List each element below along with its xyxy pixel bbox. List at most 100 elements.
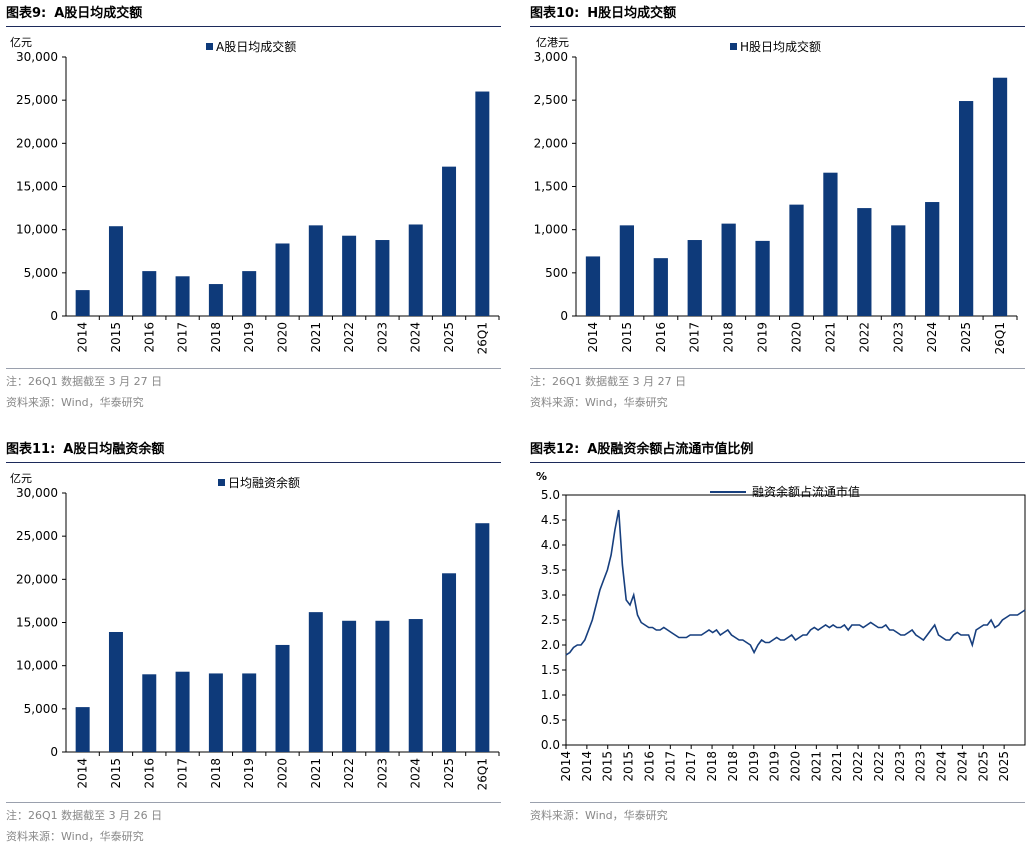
legend-label: 融资余额占流通市值: [752, 484, 860, 499]
bar: [687, 240, 702, 316]
bar: [619, 225, 635, 316]
chart-panel-a-margin: 图表11: A股日均融资余额 亿元 0 5,000 10,000 15,000 20,00…: [6, 440, 501, 845]
bar: [408, 224, 423, 316]
y-tick-label: 0.5: [541, 713, 560, 727]
bar: [891, 225, 906, 316]
y-tick-label: 2,000: [534, 136, 568, 150]
x-tick-label: 2014: [580, 751, 594, 782]
bar: [308, 612, 323, 752]
bar: [375, 620, 390, 752]
figure-title: A股日均成交额: [54, 6, 143, 21]
line-chart: 0.0 0.5 1.0 1.5 2.0 2.5 3.0 3.5 4.0 4.5 5.0 2014 201…: [541, 484, 1026, 782]
y-tick-label: 0: [560, 309, 568, 323]
panel-title: 图表12: A股融资余额占流通市值比例: [530, 440, 1025, 463]
bar-chart: 0 5,000 10,000 15,000 20,000 25,000 30,000 2014…: [16, 475, 500, 790]
x-tick-label: 2018: [209, 758, 223, 789]
bar: [242, 673, 257, 752]
x-tick-label: 2022: [342, 758, 356, 789]
x-tick-label: 2015: [620, 322, 634, 353]
y-unit-label: 亿元: [10, 472, 32, 485]
source-note: 资料来源：Wind，华泰研究: [530, 809, 668, 822]
bar: [75, 707, 90, 752]
y-tick-label: 1,000: [534, 223, 568, 237]
y-tick-label: 10,000: [16, 659, 58, 673]
y-tick-label: 25,000: [16, 93, 58, 107]
figure-title: H股日均成交额: [587, 6, 677, 21]
y-tick-label: 15,000: [16, 616, 58, 630]
legend-label: A股日均成交额: [216, 39, 296, 54]
chart-footnotes: 注：26Q1 数据截至 3 月 27 日 资料来源：Wind，华泰研究: [6, 368, 501, 413]
x-tick-label: 2022: [857, 322, 871, 353]
y-tick-label: 25,000: [16, 529, 58, 543]
x-tick-label: 2016: [142, 758, 156, 789]
bar: [857, 208, 872, 316]
panel-title: 图表10: H股日均成交额: [530, 4, 1025, 27]
bar: [442, 166, 457, 316]
x-tick-label: 2015: [601, 751, 615, 782]
y-tick-label: 5.0: [541, 488, 560, 502]
x-tick-label: 2018: [726, 751, 740, 782]
x-tick-label: 2014: [586, 322, 600, 353]
chart-footnotes: 注：26Q1 数据截至 3 月 26 日 资料来源：Wind，华泰研究: [6, 802, 501, 847]
bar: [208, 284, 223, 316]
x-tick-label: 2025: [976, 751, 990, 782]
x-tick-label: 2018: [705, 751, 719, 782]
x-tick-label: 2023: [375, 758, 389, 789]
x-tick-label: 2015: [622, 751, 636, 782]
bar: [442, 573, 457, 752]
source-note: 资料来源：Wind，华泰研究: [6, 396, 144, 409]
bar: [475, 91, 490, 317]
x-tick-label: 2017: [663, 751, 677, 782]
y-tick-label: 20,000: [16, 572, 58, 586]
chart-panel-a-turnover: 图表9: A股日均成交额 亿元 0 5,000 10,000 15,000 20,000 2…: [6, 4, 501, 414]
bar-chart: 0 500 1,000 1,500 2,000 2,500 3,000 2014 2015 201…: [534, 39, 1018, 354]
plot-frame: [565, 494, 1026, 746]
x-tick-label: 2024: [955, 751, 969, 782]
x-tick-label: 2024: [409, 758, 423, 789]
panel-title: 图表9: A股日均成交额: [6, 4, 501, 27]
x-tick-label: 2023: [891, 322, 905, 353]
legend-label: H股日均成交额: [740, 39, 821, 54]
y-tick-label: 500: [545, 266, 568, 280]
bar: [789, 204, 804, 316]
bar: [823, 172, 838, 316]
x-tick-label: 2025: [997, 751, 1011, 782]
bar: [275, 243, 290, 316]
y-tick-label: 4.0: [541, 538, 560, 552]
x-tick-label: 2018: [722, 322, 736, 353]
x-tick-label: 2018: [209, 322, 223, 353]
x-tick-label: 2017: [176, 758, 190, 789]
figure-number: 图表12:: [530, 442, 580, 457]
series-line: [565, 509, 1026, 656]
x-tick-label: 2015: [109, 322, 123, 353]
x-tick-label: 2022: [342, 322, 356, 353]
bar: [475, 523, 490, 752]
y-tick-label: 0: [50, 745, 58, 759]
bar: [108, 226, 123, 316]
x-tick-label: 2020: [276, 322, 290, 353]
x-tick-label: 26Q1: [993, 322, 1007, 354]
footnote: 注：26Q1 数据截至 3 月 27 日: [6, 375, 163, 388]
x-tick-label: 2021: [809, 751, 823, 782]
x-tick-label: 2019: [756, 322, 770, 353]
y-tick-label: 30,000: [16, 486, 58, 500]
bar: [242, 271, 257, 316]
x-tick-label: 2019: [242, 322, 256, 353]
x-tick-label: 2019: [242, 758, 256, 789]
x-tick-label: 2025: [959, 322, 973, 353]
figure-number: 图表10:: [530, 6, 580, 21]
legend-swatch: [218, 479, 225, 486]
y-tick-label: 2.5: [541, 613, 560, 627]
y-tick-label: 1,500: [534, 180, 568, 194]
x-tick-label: 2020: [276, 758, 290, 789]
x-tick-label: 2025: [442, 322, 456, 353]
x-tick-label: 2017: [176, 322, 190, 353]
panel-title: 图表11: A股日均融资余额: [6, 440, 501, 463]
y-tick-label: 5,000: [24, 266, 58, 280]
x-tick-label: 2014: [559, 751, 573, 782]
x-tick-label: 2019: [747, 751, 761, 782]
figure-number: 图表11:: [6, 442, 56, 457]
bar: [308, 225, 323, 316]
bar: [342, 235, 357, 316]
y-tick-label: 5,000: [24, 702, 58, 716]
